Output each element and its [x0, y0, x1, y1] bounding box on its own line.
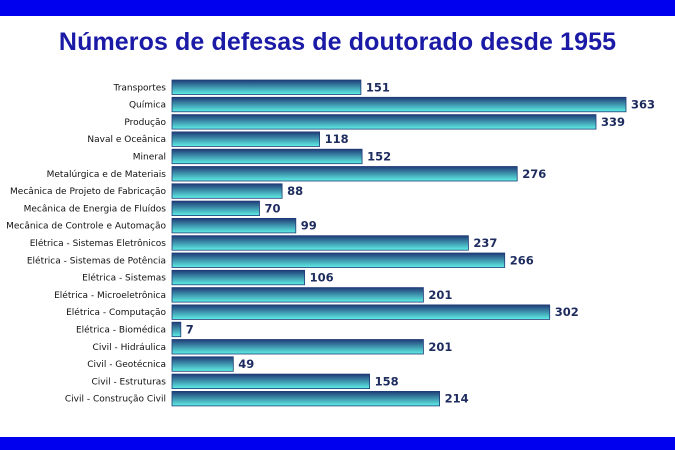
bar-14	[171, 304, 551, 320]
bar-3	[171, 114, 597, 130]
value-label: 118	[325, 132, 349, 146]
category-label: Produção	[124, 118, 166, 128]
value-label: 151	[366, 80, 390, 94]
value-label: 201	[428, 288, 452, 302]
category-label: Civil - Estruturas	[91, 377, 166, 387]
bar-1	[171, 79, 362, 95]
bar-2	[171, 96, 627, 113]
value-label: 99	[301, 219, 317, 233]
category-label: Civil - Geotécnica	[87, 359, 166, 370]
value-label: 276	[522, 167, 546, 181]
top-blue-band	[0, 0, 675, 16]
bar-11	[171, 252, 506, 268]
value-label: 7	[186, 323, 194, 337]
category-label: Mecânica de Energia de Fluídos	[24, 204, 167, 214]
bar-13	[171, 287, 424, 303]
value-labels-group: 151 363 339 118 152 276 88 70 99 237 266 106 201 302 7…	[186, 80, 655, 405]
value-label: 49	[238, 357, 254, 371]
category-label: Naval e Oceânica	[87, 135, 166, 145]
category-label: Mecânica de Projeto de Fabricação	[10, 187, 166, 197]
bar-15	[171, 321, 182, 338]
bar-16	[171, 339, 424, 355]
value-label: 88	[287, 184, 303, 198]
value-label: 339	[601, 115, 625, 129]
category-label: Elétrica - Sistemas Eletrônicos	[30, 238, 167, 249]
category-label: Mecânica de Controle e Automação	[6, 222, 166, 232]
value-label: 106	[310, 271, 334, 285]
value-label: 302	[555, 305, 579, 319]
category-label: Elétrica - Biomédica	[76, 325, 166, 336]
category-label: Elétrica - Computação	[66, 307, 166, 318]
bar-10	[171, 235, 469, 251]
bar-8	[171, 200, 260, 217]
bar-18	[171, 373, 371, 390]
bar-12	[171, 269, 306, 286]
category-label: Elétrica - Microeletrônica	[54, 290, 166, 301]
bottom-blue-band	[0, 437, 675, 450]
value-label: 214	[445, 392, 469, 406]
value-label: 266	[510, 253, 534, 267]
value-label: 158	[375, 374, 399, 388]
category-label: Civil - Construção Civil	[65, 395, 166, 405]
bar-9	[171, 217, 297, 234]
category-label: Mineral	[133, 152, 166, 162]
category-label: Transportes	[113, 83, 167, 93]
bar-4	[171, 131, 321, 147]
category-label: Civil - Hidráulica	[93, 343, 166, 353]
category-labels-group: Transportes Química Produção Naval e Oceâni…	[6, 83, 166, 404]
bar-17	[171, 356, 234, 372]
category-label: Metalúrgica e de Materiais	[47, 170, 167, 180]
bar-5	[171, 148, 363, 165]
bar-6	[171, 166, 518, 182]
value-label: 152	[367, 149, 391, 163]
chart-title: Números de defesas de doutorado desde 19…	[58, 28, 617, 56]
value-label: 201	[428, 340, 452, 354]
value-label: 70	[265, 201, 281, 215]
bars-group	[171, 79, 627, 407]
value-label: 237	[473, 236, 497, 250]
category-label: Química	[129, 101, 166, 111]
bar-7	[171, 183, 283, 199]
category-label: Elétrica - Sistemas	[82, 273, 166, 284]
value-label: 363	[631, 98, 655, 112]
bar-19	[171, 390, 441, 407]
category-label: Elétrica - Sistemas de Potência	[27, 255, 166, 266]
